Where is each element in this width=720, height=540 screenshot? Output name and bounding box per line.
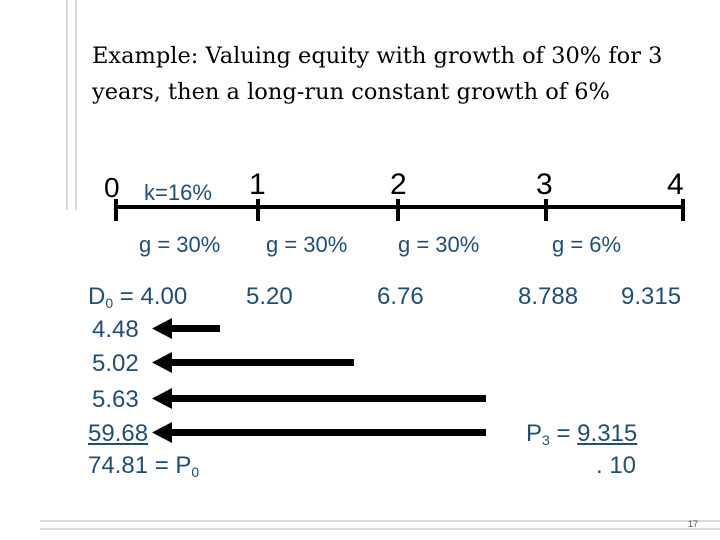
present-value-3: 5.63 bbox=[92, 386, 139, 413]
present-value-2: 5.02 bbox=[92, 350, 139, 377]
discount-rate-label: k=16% bbox=[144, 180, 212, 205]
period-3-label: 3 bbox=[536, 168, 553, 201]
stock-price-total: 74.81 = P0 bbox=[88, 452, 200, 480]
period-1-label: 1 bbox=[249, 168, 266, 201]
present-value-terminal: 59.68 bbox=[88, 420, 149, 447]
growth-rate-3: g = 30% bbox=[398, 232, 480, 257]
terminal-value-numerator: 9.315 bbox=[577, 420, 638, 447]
dividend-d0-subscript: 0 bbox=[105, 295, 114, 311]
present-value-1: 4.48 bbox=[92, 316, 139, 343]
dividend-d0-value: = 4.00 bbox=[113, 283, 188, 310]
period-0-label: 0 bbox=[104, 172, 120, 203]
stock-price-total-label: 74.81 = P bbox=[88, 452, 192, 479]
page-number: 17 bbox=[688, 519, 699, 529]
growth-rate-4: g = 6% bbox=[552, 232, 622, 257]
frame-line-bottom-inner bbox=[40, 528, 720, 530]
terminal-value-denominator: . 10 bbox=[596, 452, 637, 479]
terminal-value-symbol: P bbox=[526, 420, 543, 447]
dividend-d4: 9.315 bbox=[621, 283, 682, 310]
dividend-d3: 8.788 bbox=[518, 283, 579, 310]
discount-arrow-2 bbox=[152, 352, 354, 373]
frame-line-bottom-outer bbox=[40, 520, 720, 522]
discount-arrow-1 bbox=[152, 318, 220, 339]
dividend-d1: 5.20 bbox=[246, 283, 293, 310]
dividend-d0-symbol: D bbox=[88, 283, 106, 310]
period-4-label: 4 bbox=[667, 168, 684, 201]
dividend-d2: 6.76 bbox=[377, 283, 424, 310]
growth-rate-2: g = 30% bbox=[266, 232, 348, 257]
discount-arrow-terminal bbox=[152, 422, 486, 443]
terminal-value-subscript: 3 bbox=[542, 432, 550, 448]
frame-line-left-outer bbox=[66, 0, 68, 210]
dividend-d0: D0 = 4.00 bbox=[88, 283, 188, 311]
growth-rate-1: g = 30% bbox=[139, 232, 221, 257]
frame-line-left-inner bbox=[75, 0, 77, 210]
terminal-value-formula: P3 = 9.315 bbox=[526, 420, 638, 448]
stock-price-total-subscript: 0 bbox=[191, 464, 200, 480]
period-2-label: 2 bbox=[390, 168, 407, 201]
terminal-value-equals: = bbox=[549, 420, 578, 447]
discount-arrow-3 bbox=[152, 388, 486, 409]
slide-title: Example: Valuing equity with growth of 3… bbox=[92, 43, 663, 105]
